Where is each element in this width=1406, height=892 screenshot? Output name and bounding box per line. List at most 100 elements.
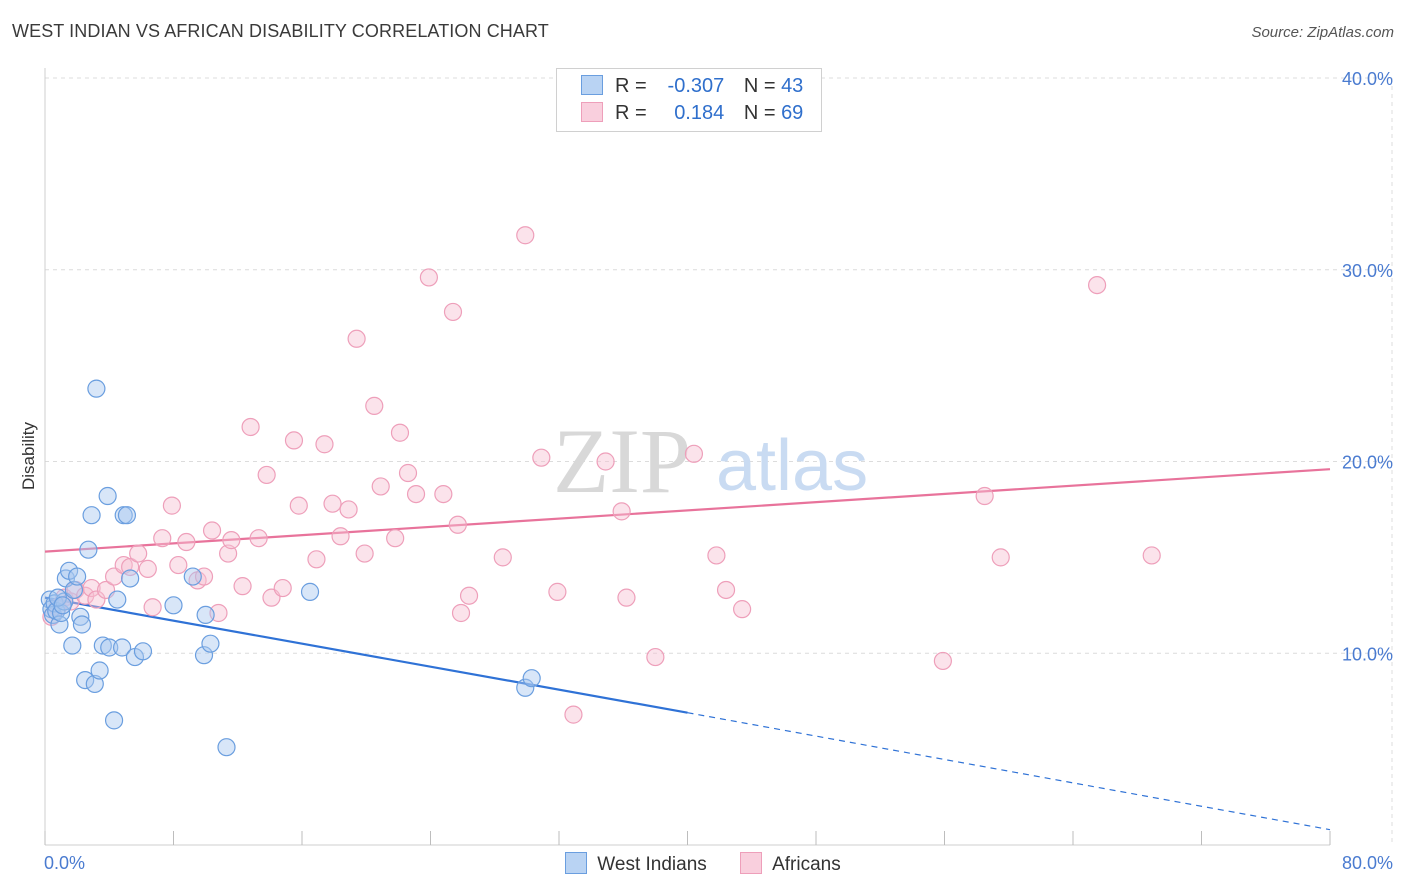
x-tick-labels: 0.0% 80.0% [44, 853, 1393, 873]
data-point-africans [273, 578, 292, 598]
data-point-west-indians [117, 506, 137, 525]
data-point-africans [733, 600, 752, 619]
stats-legend: R = -0.307 N = 43 R = 0.184 N = 69 [556, 68, 822, 132]
data-point-west-indians [201, 634, 220, 653]
data-point-africans [284, 431, 304, 450]
legend-swatch-pink [581, 102, 603, 122]
chart-title: WEST INDIAN VS AFRICAN DISABILITY CORREL… [12, 21, 549, 41]
trend-line-africans [44, 468, 1331, 553]
data-point-africans [406, 484, 426, 504]
data-point-west-indians [300, 582, 320, 601]
data-point-africans [365, 396, 384, 415]
data-point-africans [219, 544, 238, 563]
data-point-africans [129, 544, 148, 563]
data-point-west-indians [108, 590, 127, 609]
data-point-africans [222, 531, 241, 550]
legend-n-value: 43 [781, 75, 804, 97]
data-point-africans [398, 463, 418, 483]
data-point-africans [1087, 275, 1107, 295]
data-point-africans [202, 521, 222, 540]
trend-line-west-indians-extension [687, 712, 1331, 831]
legend-item-west-indians: West Indians [565, 852, 707, 876]
series-africans [42, 226, 1161, 724]
y-tick-label: 30.0% [1342, 261, 1393, 281]
data-point-africans [355, 544, 374, 563]
data-point-west-indians [63, 636, 82, 655]
data-point-africans [564, 705, 583, 724]
data-point-africans [323, 494, 342, 513]
data-point-africans [933, 651, 952, 671]
data-point-west-indians [51, 603, 71, 623]
y-tick-labels: 10.0% 20.0% 30.0% 40.0% [1342, 69, 1393, 664]
data-point-africans [707, 546, 726, 565]
data-point-africans [493, 548, 512, 567]
legend-r-label: R = [615, 75, 647, 97]
data-point-west-indians [164, 596, 183, 615]
legend-n-value: 69 [781, 102, 804, 124]
legend-r-value: -0.307 [667, 75, 725, 97]
data-point-west-indians [64, 580, 84, 600]
legend-r-value: 0.184 [674, 102, 725, 124]
legend-swatch-pink [740, 852, 763, 874]
data-point-africans [257, 465, 276, 485]
data-point-west-indians [85, 674, 104, 694]
data-point-west-indians [112, 638, 132, 657]
data-point-west-indians [104, 711, 124, 730]
y-tick-label: 40.0% [1342, 69, 1393, 89]
data-point-west-indians [79, 540, 98, 559]
data-point-africans [138, 559, 157, 578]
data-point-west-indians [90, 661, 109, 680]
trend-lines [44, 468, 1331, 831]
legend-row-west-indians: R = -0.307 N = 43 [581, 75, 803, 101]
data-point-africans [716, 580, 736, 600]
data-point-west-indians [194, 646, 214, 665]
legend-label-west-indians: West Indians [597, 854, 707, 875]
data-point-africans [233, 577, 252, 596]
trend-line-west-indians [44, 596, 688, 714]
watermark: ZIP atlas [553, 410, 868, 512]
data-point-africans [548, 582, 567, 601]
legend-swatch-blue [565, 852, 588, 874]
data-point-africans [249, 529, 268, 548]
legend-r-label: R = [615, 102, 647, 124]
data-point-west-indians [121, 569, 140, 588]
data-point-west-indians [72, 615, 92, 634]
x-tick-label: 80.0% [1342, 853, 1393, 873]
data-point-west-indians [68, 567, 87, 586]
data-point-africans [371, 477, 390, 496]
data-point-africans [448, 515, 467, 534]
data-point-africans [162, 496, 181, 515]
data-point-africans [143, 598, 162, 617]
data-point-africans [646, 647, 665, 667]
data-point-africans [451, 603, 471, 623]
watermark-zip: ZIP [553, 410, 691, 512]
legend-n-label: N = [743, 102, 776, 124]
data-point-west-indians [82, 506, 101, 525]
data-point-africans [169, 555, 188, 575]
y-tick-label: 10.0% [1342, 644, 1393, 664]
data-point-west-indians [100, 638, 119, 657]
data-point-africans [289, 496, 308, 515]
data-point-africans [975, 486, 994, 506]
data-point-africans [331, 527, 350, 546]
legend-label-africans: Africans [772, 854, 841, 875]
data-point-west-indians [217, 738, 236, 757]
data-point-africans [684, 444, 704, 463]
data-point-west-indians [71, 607, 90, 626]
data-point-africans [347, 329, 366, 348]
y-axis-label: Disability [19, 421, 38, 490]
data-point-africans [443, 302, 463, 322]
axes [44, 68, 1331, 846]
data-point-africans [177, 532, 196, 552]
legend-row-africans: R = 0.184 N = 69 [581, 102, 803, 128]
data-point-africans [991, 548, 1010, 567]
legend-swatch-blue [581, 75, 603, 95]
legend-item-africans: Africans [740, 852, 841, 876]
series-legend: West Indians Africans [0, 852, 1406, 876]
data-point-africans [315, 435, 334, 454]
data-point-africans [612, 502, 631, 521]
data-point-africans [307, 550, 326, 569]
data-point-africans [153, 529, 172, 548]
data-point-west-indians [516, 678, 535, 697]
